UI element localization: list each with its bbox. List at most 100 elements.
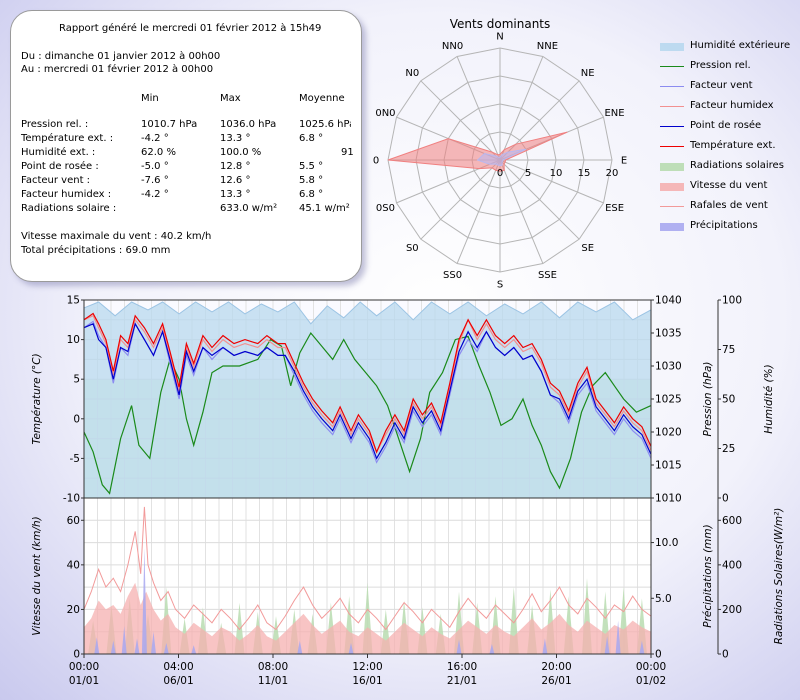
x-tick-date-label: 01/01 <box>69 675 99 687</box>
upper-right-axis-tick-label: 50 <box>722 394 735 406</box>
legend-item: Pression rel. <box>656 60 796 74</box>
x-tick-time-label: 04:00 <box>163 661 193 673</box>
row-min: 1010.7 hPa <box>141 119 198 130</box>
legend-label: Pression rel. <box>690 60 751 71</box>
lower-left-axis-tick-label: 0 <box>73 649 80 661</box>
row-min: -4.2 ° <box>141 189 169 200</box>
wind-radar-chart: N NNE NE ENE E ESE SE SSE S SS0 S0 0S0 0 0N0 N0 NN0 5 10 1… <box>373 32 627 291</box>
radar-direction-label: 0S0 <box>376 203 395 214</box>
legend-item: Point de rosée <box>656 120 796 134</box>
legend-item: Humidité extérieure <box>656 40 796 54</box>
report-to-date: Au : mercredi 01 février 2012 à 00h00 <box>21 64 214 75</box>
row-min: -4.2 ° <box>141 133 169 144</box>
radar-direction-label: N <box>496 32 503 43</box>
series-peak <box>639 640 645 654</box>
radar-tick-label: 5 <box>525 168 531 179</box>
x-tick-time-label: 00:00 <box>69 661 99 673</box>
radar-direction-label: SE <box>581 243 594 254</box>
row-avg: 6.8 ° <box>299 133 324 144</box>
series-peak <box>134 638 140 654</box>
series-line <box>83 331 652 495</box>
axis-title-precipitation: Précipitations (mm) <box>702 524 714 628</box>
lower-mid-axis-tick-label: 0 <box>655 649 662 661</box>
upper-left-axis-tick-label: -10 <box>63 493 80 505</box>
legend-item: Température ext. <box>656 140 796 154</box>
row-label: Humidité ext. : <box>21 147 96 158</box>
row-max: 12.8 ° <box>220 161 251 172</box>
legend-label: Radiations solaires <box>690 160 784 171</box>
col-header-min: Min <box>141 93 159 104</box>
lower-left-axis-tick-label: 20 <box>67 604 80 616</box>
x-tick-date-label: 06/01 <box>163 675 193 687</box>
series-peak <box>542 638 548 654</box>
radar-direction-label: 0N0 <box>375 108 395 119</box>
series-peak <box>163 642 169 654</box>
timeseries-chart: -10-505101510101015102010251030103510400… <box>31 295 785 688</box>
legend-label: Rafales de vent <box>690 200 768 211</box>
legend-swatch <box>660 183 684 191</box>
radar-spoke <box>420 80 501 161</box>
upper-left-axis-tick-label: 0 <box>73 413 80 425</box>
lower-right-axis-tick-label: 200 <box>722 604 742 616</box>
series-line <box>83 506 652 631</box>
row-min: 62.0 % <box>141 147 176 158</box>
legend-swatch <box>660 126 684 127</box>
series-peak <box>348 642 354 654</box>
legend-item: Facteur humidex <box>656 100 796 114</box>
radar-title: Vents dominants <box>449 17 551 31</box>
radar-spoke <box>499 159 604 204</box>
radar-spoke <box>499 159 544 264</box>
report-total-precip: Total précipitations : 69.0 mm <box>21 245 171 256</box>
report-from-date: Du : dimanche 01 janvier 2012 à 00h00 <box>21 51 221 62</box>
radar-series <box>476 148 527 167</box>
series-peak <box>94 637 100 654</box>
series-line <box>83 312 652 454</box>
upper-mid-axis-tick-label: 1010 <box>655 493 682 505</box>
row-min: -5.0 ° <box>141 161 169 172</box>
report-header: Rapport généré le mercredi 01 février 20… <box>59 23 322 34</box>
row-max: 1036.0 hPa <box>220 119 277 130</box>
lower-left-axis-tick-label: 40 <box>67 559 80 571</box>
row-avg: 6.8 ° <box>299 189 324 200</box>
series-peak <box>110 640 116 654</box>
radar-direction-label: E <box>621 156 627 167</box>
upper-left-axis-tick-label: 15 <box>67 295 80 307</box>
legend-swatch <box>660 106 684 107</box>
row-max: 633.0 w/m² <box>220 203 278 214</box>
lower-mid-axis-tick-label: 5.0 <box>655 593 672 605</box>
series-peak <box>615 620 621 654</box>
radar-spoke <box>420 159 501 240</box>
radar-tick-label: 10 <box>550 168 563 179</box>
legend-label: Facteur humidex <box>690 100 774 111</box>
radar-spoke <box>456 159 501 264</box>
upper-mid-axis-tick-label: 1015 <box>655 460 682 472</box>
upper-mid-axis-tick-label: 1035 <box>655 328 682 340</box>
upper-mid-axis-tick-label: 1040 <box>655 295 682 307</box>
upper-left-axis-tick-label: -5 <box>70 453 80 465</box>
col-header-avg: Moyenne <box>299 93 345 104</box>
legend-label: Température ext. <box>690 140 776 151</box>
col-header-max: Max <box>220 93 241 104</box>
radar-direction-label: SS0 <box>443 270 462 281</box>
row-avg: 45.1 w/m² <box>299 203 350 214</box>
radar-spoke <box>499 159 580 240</box>
row-max: 12.6 ° <box>220 175 251 186</box>
series-peak <box>297 640 303 654</box>
x-tick-date-label: 21/01 <box>447 675 477 687</box>
legend-label: Précipitations <box>690 220 758 231</box>
lower-right-axis-tick-label: 400 <box>722 559 742 571</box>
radar-direction-label: N0 <box>405 68 419 79</box>
radar-tick-label: 20 <box>606 168 619 179</box>
series-peak <box>121 626 127 654</box>
radar-tick-label: 15 <box>578 168 591 179</box>
row-max: 100.0 % <box>220 147 262 158</box>
radar-direction-label: NN0 <box>442 41 463 52</box>
legend-item: Vitesse du vent <box>656 180 796 194</box>
x-tick-date-label: 11/01 <box>258 675 288 687</box>
legend-label: Facteur vent <box>690 80 753 91</box>
x-tick-time-label: 20:00 <box>541 661 571 673</box>
axis-title-humidity: Humidité (%) <box>763 364 775 433</box>
radar-tick-label: 0 <box>497 168 503 179</box>
row-max: 13.3 ° <box>220 189 251 200</box>
row-label: Pression rel. : <box>21 119 89 130</box>
